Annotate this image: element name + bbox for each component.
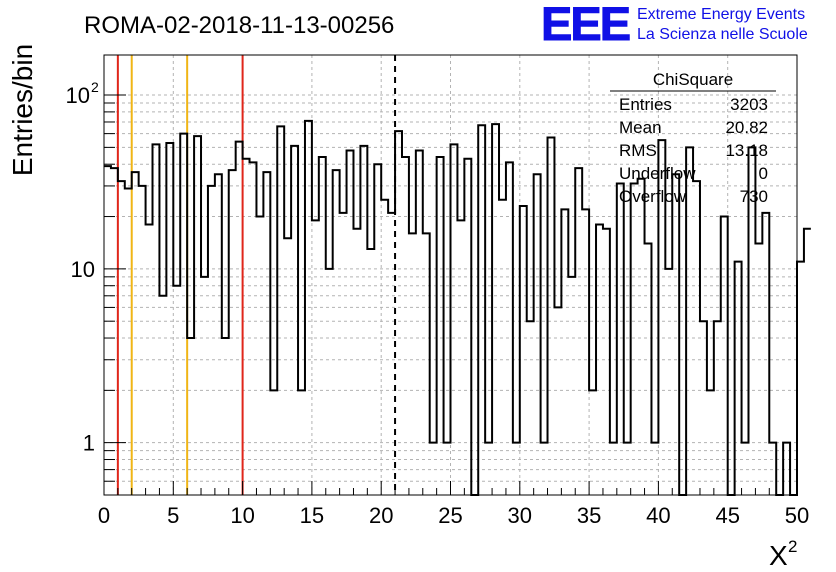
stats-row-label: Mean [619, 118, 662, 137]
stats-row-value: 730 [740, 187, 768, 206]
x-tick-label: 40 [646, 503, 670, 528]
x-tick-label: 0 [98, 503, 110, 528]
y-tick-label-superscript: 2 [91, 79, 99, 95]
y-tick-label: 10 [71, 257, 95, 282]
stats-row-label: Overflow [619, 187, 687, 206]
stats-title: ChiSquare [653, 70, 733, 89]
x-tick-label: 50 [785, 503, 809, 528]
x-tick-label: 45 [715, 503, 739, 528]
x-tick-label: 35 [577, 503, 601, 528]
x-tick-label: 25 [438, 503, 462, 528]
stats-row-label: Entries [619, 95, 672, 114]
grid [104, 55, 797, 496]
x-tick-label: 30 [508, 503, 532, 528]
eee-logo-line1: Extreme Energy Events [637, 6, 805, 23]
x-axis-label: X [769, 540, 788, 571]
stats-row-value: 13.18 [725, 141, 768, 160]
stats-row-value: 3203 [730, 95, 768, 114]
stats-row-label: RMS [619, 141, 657, 160]
y-axis-label: Entries/bin [7, 44, 38, 176]
eee-logo: EEE Extreme Energy Events La Scienza nel… [541, 0, 808, 51]
x-axis-label-superscript: 2 [788, 537, 797, 556]
x-tick-label: 5 [167, 503, 179, 528]
x-axis-label-group: X 2 [769, 537, 797, 571]
x-tick-label: 20 [369, 503, 393, 528]
stats-row-value: 0 [759, 164, 768, 183]
statistics-box: ChiSquare Entries 3203 Mean 20.82 RMS 13.18 Un… [610, 70, 776, 206]
y-tick-label: 10 [66, 83, 90, 108]
chart-title: ROMA-02-2018-11-13-00256 [84, 12, 394, 39]
x-tick-label: 15 [300, 503, 324, 528]
stats-row-value: 20.82 [725, 118, 768, 137]
eee-logo-line2: La Scienza nelle Scuole [637, 26, 808, 43]
eee-logo-mark: EEE [541, 0, 630, 50]
y-tick-label: 1 [83, 431, 95, 456]
stats-row-label: Underflow [619, 164, 696, 183]
x-tick-label: 10 [230, 503, 254, 528]
histogram-step-line [104, 119, 811, 496]
